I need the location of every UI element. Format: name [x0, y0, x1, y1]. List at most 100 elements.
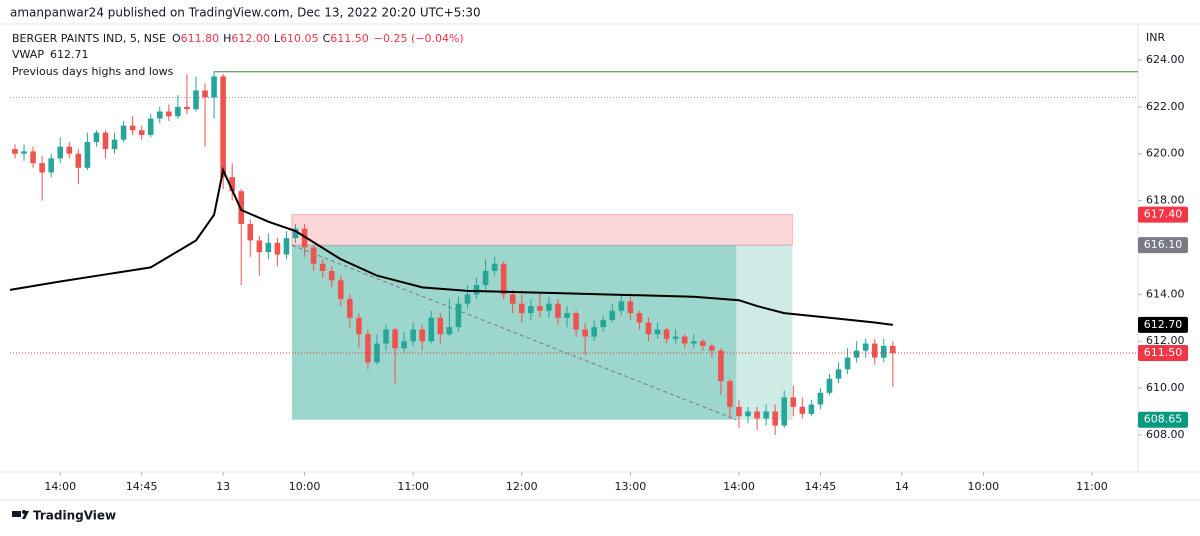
ohlc-value: 611.80: [181, 32, 220, 45]
candle-body: [636, 313, 643, 323]
x-tick-label: 12:00: [506, 480, 538, 493]
candle-body: [518, 303, 525, 314]
x-tick-label: 13: [216, 480, 230, 493]
candle-body: [337, 280, 344, 300]
candle-body: [301, 228, 308, 248]
candle-body: [84, 142, 91, 168]
candle-body: [446, 327, 453, 335]
candle-body: [57, 146, 64, 159]
candle-body: [21, 151, 27, 154]
y-tick-label: 614.00: [1146, 287, 1185, 300]
y-tick-label: 618.00: [1146, 194, 1185, 207]
candle-body: [12, 149, 18, 154]
candle-body: [799, 406, 806, 414]
candle-body: [211, 76, 217, 98]
y-tick-label: 610.00: [1146, 381, 1185, 394]
ohlc-label: H: [223, 32, 231, 45]
candle-body: [745, 411, 751, 417]
candle-body: [274, 242, 281, 255]
ohlc-label: O: [172, 32, 181, 45]
candle-body: [319, 263, 326, 271]
candle-body: [392, 329, 398, 349]
candle-body: [772, 411, 778, 426]
price-label-box: [1138, 206, 1188, 223]
candle-body: [871, 343, 878, 358]
candle-body: [681, 336, 688, 344]
candle-body: [573, 313, 579, 330]
price-label-box: [1138, 316, 1188, 333]
candle-body: [175, 106, 181, 117]
candle-body: [193, 90, 199, 110]
candle-body: [220, 76, 226, 178]
ohlc-value: 610.05: [280, 32, 319, 45]
price-label: 617.40: [1144, 208, 1183, 221]
candle-body: [709, 345, 715, 351]
candle-body: [564, 313, 570, 318]
candle-body: [247, 224, 254, 241]
candle-body: [817, 392, 824, 405]
candle-body: [256, 240, 263, 253]
legend-title: BERGER PAINTS IND, 5, NSE O611.80 H612.00 L…: [12, 32, 464, 45]
candle-body: [591, 327, 597, 337]
y-tick-label: 608.00: [1146, 428, 1185, 441]
price-label-box: [1138, 344, 1188, 361]
candle-body: [202, 90, 208, 98]
candle-body: [310, 247, 317, 264]
trade-path: [291, 244, 737, 421]
x-tick-label: 14:45: [126, 480, 158, 493]
candle-body: [754, 411, 760, 419]
candle-body: [781, 397, 788, 426]
candle-body: [844, 357, 851, 370]
candle-body: [835, 369, 842, 379]
candle-body: [690, 341, 697, 344]
candle-body: [645, 322, 652, 335]
publish-header: amanpanwar24 published on TradingView.co…: [10, 6, 481, 20]
candle-body: [826, 378, 833, 393]
candle-body: [283, 238, 290, 255]
candle-body: [890, 345, 896, 353]
candle-body: [30, 151, 36, 164]
ohlc-value: 612.00: [231, 32, 270, 45]
price-label: 608.65: [1144, 413, 1183, 426]
candle-body: [763, 411, 769, 419]
y-tick-label: 622.00: [1146, 100, 1185, 113]
candle-body: [102, 132, 109, 150]
x-tick-label: 14:45: [805, 480, 837, 493]
candle-body: [464, 294, 471, 304]
vwap-name: VWAP: [12, 48, 44, 61]
candle-body: [528, 306, 534, 314]
price-label: 612.70: [1144, 318, 1183, 331]
x-tick-label: 14:00: [44, 480, 76, 493]
indicator-legend: Previous days highs and lows: [12, 65, 174, 78]
candle-body: [138, 130, 145, 135]
price-label-box: [1138, 237, 1188, 254]
candle-body: [75, 153, 82, 168]
candle-body: [428, 317, 435, 342]
candle-body: [292, 228, 299, 239]
price-label: 611.50: [1144, 346, 1183, 359]
candle-body: [156, 111, 163, 119]
candle-body: [39, 163, 45, 173]
y-tick-label: 620.00: [1146, 147, 1185, 160]
ohlc-label: C: [323, 32, 331, 45]
y-tick-label: 624.00: [1146, 53, 1185, 66]
candle-body: [609, 310, 616, 321]
candle-body: [482, 270, 489, 285]
x-tick-label: 13:00: [615, 480, 647, 493]
candle-body: [66, 146, 73, 154]
candle-body: [672, 336, 679, 339]
candle-body: [600, 320, 607, 328]
candle-body: [265, 242, 272, 253]
candle-body: [184, 106, 190, 110]
footer-brand: TradingView: [33, 509, 116, 523]
symbol: BERGER PAINTS IND, 5, NSE: [12, 32, 166, 45]
x-tick-label: 14:00: [723, 480, 755, 493]
candle-body: [790, 397, 797, 407]
candle-body: [93, 132, 100, 143]
y-tick-label: 612.00: [1146, 334, 1185, 347]
candle-body: [699, 341, 706, 346]
candle-body: [410, 329, 416, 342]
stop-zone: [291, 214, 793, 246]
candle-body: [862, 343, 869, 351]
